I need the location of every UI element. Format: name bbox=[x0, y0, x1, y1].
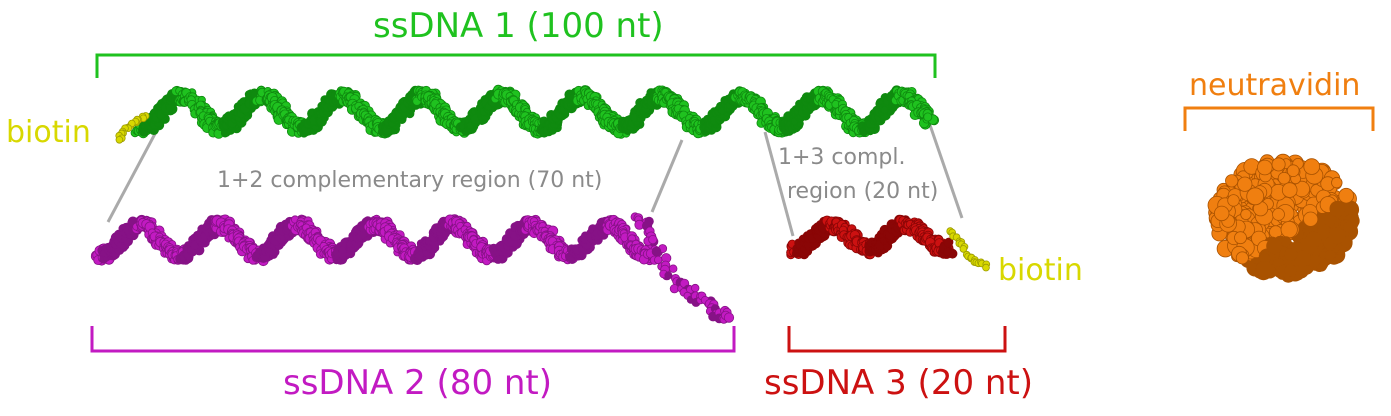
biotin-right-label: biotin bbox=[998, 253, 1083, 288]
connector-line bbox=[928, 124, 964, 219]
ssdna2-strand bbox=[90, 212, 735, 324]
ssdna1-bracket bbox=[95, 53, 937, 78]
region-12-label: 1+2 complementary region (70 nt) bbox=[217, 168, 603, 193]
ssdna3-label: ssDNA 3 (20 nt) bbox=[764, 363, 1034, 403]
ssdna3-strand bbox=[786, 214, 958, 260]
connector-line bbox=[650, 139, 684, 213]
ssdna2-bracket bbox=[90, 326, 736, 353]
ssdna1-label: ssDNA 1 (100 nt) bbox=[373, 6, 664, 46]
region-13-label-line1: 1+3 compl. bbox=[778, 145, 906, 170]
neutravidin-bracket bbox=[1183, 106, 1375, 131]
biotin-right-molecule bbox=[946, 227, 991, 272]
ssdna3-bracket bbox=[787, 326, 1007, 353]
neutravidin-label: neutravidin bbox=[1189, 68, 1361, 103]
ssdna2-label: ssDNA 2 (80 nt) bbox=[283, 363, 553, 403]
biotin-left-molecule bbox=[115, 112, 150, 144]
ssdna1-strand bbox=[130, 84, 940, 139]
connector-line bbox=[763, 131, 795, 237]
region-13-label-line2: region (20 nt) bbox=[787, 179, 939, 204]
biotin-left-label: biotin bbox=[6, 115, 91, 150]
neutravidin-protein bbox=[1207, 153, 1360, 283]
connector-line bbox=[106, 129, 159, 223]
